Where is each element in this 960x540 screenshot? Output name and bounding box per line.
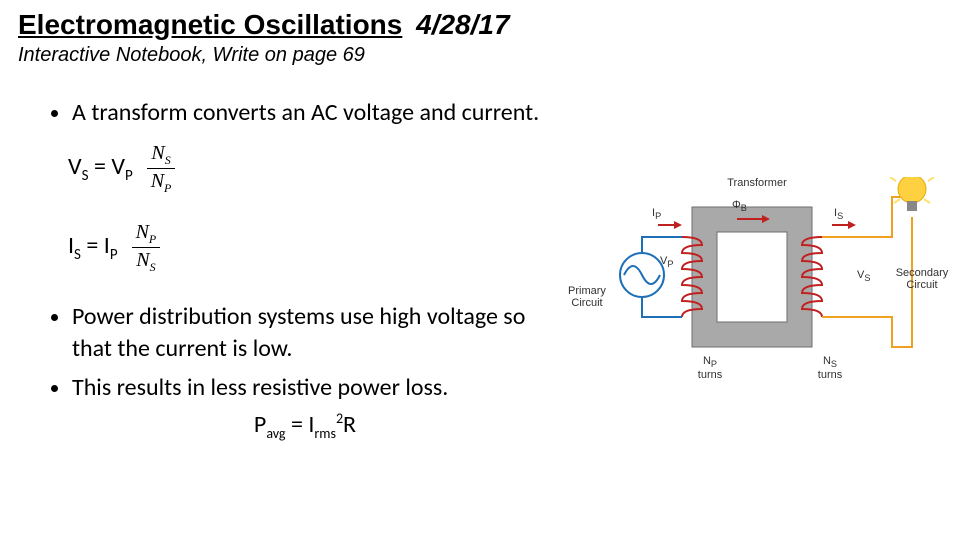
slide-subtitle: Interactive Notebook, Write on page 69 [18, 44, 942, 67]
bullet-list-2: Power distribution systems use high volt… [48, 301, 562, 404]
ac-source-icon [620, 253, 664, 297]
equation-vs: VS = VP NS NP [68, 143, 562, 194]
transformer-diagram: Transformer IP ΦB IS VP VS Primary Circu… [562, 177, 942, 437]
fraction-np-ns: NP NS [132, 222, 161, 273]
equation-pavg: Pavg = Irms2R [48, 410, 562, 442]
equation-is: IS = IP NP NS [68, 222, 562, 273]
is-arrow-icon [832, 221, 856, 229]
bullet-3: This results in less resistive power los… [72, 372, 562, 404]
label-vp: VP [660, 255, 673, 269]
label-primary-circuit: Primary Circuit [562, 285, 612, 309]
slide: Electromagnetic Oscillations 4/28/17 Int… [0, 0, 960, 540]
title-date: 4/28/17 [410, 9, 509, 40]
label-ip: IP [652, 207, 661, 221]
slide-title: Electromagnetic Oscillations 4/28/17 [18, 8, 942, 42]
label-is: IS [834, 207, 843, 221]
transformer-svg [562, 177, 942, 397]
bullet-list: A transform converts an AC voltage and c… [48, 97, 562, 129]
label-transformer: Transformer [722, 177, 792, 189]
label-phi: ΦB [732, 199, 747, 213]
equation-block: VS = VP NS NP IS = IP NP NS [68, 143, 562, 273]
title-main: Electromagnetic Oscillations [18, 9, 402, 40]
transformer-core [692, 207, 812, 347]
text-column: A transform converts an AC voltage and c… [18, 97, 562, 442]
label-secondary-circuit: Secondary Circuit [892, 267, 952, 291]
label-vs: VS [857, 269, 870, 283]
content-row: A transform converts an AC voltage and c… [18, 97, 942, 442]
bullet-2: Power distribution systems use high volt… [72, 301, 562, 366]
label-ns: NSturns [810, 355, 850, 381]
lightbulb-icon [890, 177, 934, 211]
ip-arrow-icon [658, 221, 682, 229]
label-np: NPturns [690, 355, 730, 381]
fraction-ns-np: NS NP [147, 143, 176, 194]
bullet-1: A transform converts an AC voltage and c… [72, 97, 562, 129]
